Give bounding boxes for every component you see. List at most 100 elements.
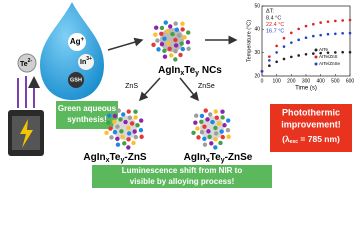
nanocrystal-dot <box>199 119 204 124</box>
legend-label: AITe <box>319 47 329 52</box>
x-tick-label: 300 <box>302 78 311 84</box>
nanocrystal-dot <box>225 127 231 133</box>
nanocrystal-dot <box>154 25 159 30</box>
nanocrystal-dot <box>203 108 208 113</box>
nanocrystal-dot <box>163 20 168 25</box>
data-point <box>334 19 337 23</box>
data-point <box>334 51 337 54</box>
data-point <box>268 59 271 62</box>
nanocrystal-dot <box>138 118 144 123</box>
nanocrystal-dot <box>120 134 125 139</box>
y-tick-label: 40 <box>254 27 260 33</box>
nanocrystal-dot <box>116 108 121 113</box>
x-tick-label: 400 <box>316 78 325 84</box>
data-point <box>275 44 278 48</box>
nanocrystal-dot <box>213 131 219 136</box>
nanocrystal-dot <box>122 141 127 146</box>
nanocrystal-dot <box>199 129 205 135</box>
nanocrystal-dot <box>106 120 111 125</box>
data-point <box>304 24 308 28</box>
nanocrystal-dot <box>132 129 137 134</box>
nanocrystal-dot <box>174 27 180 32</box>
nanocrystal-dot <box>195 126 200 131</box>
data-point <box>334 32 337 36</box>
luminescence-box <box>92 165 272 188</box>
nanocrystal-dot <box>205 117 210 122</box>
nanocrystal-dot <box>173 21 178 26</box>
nanocrystal-dot <box>206 129 211 134</box>
ion-ag <box>68 33 86 51</box>
nanocrystal-dot <box>219 129 224 134</box>
data-point <box>290 41 293 44</box>
nanocrystal-dot <box>126 145 131 150</box>
ion-in-label: In3+ <box>80 56 92 66</box>
data-point <box>268 64 271 68</box>
nanocrystal-dot <box>173 49 178 54</box>
data-point <box>282 36 286 40</box>
nanocrystal-dot <box>159 41 165 47</box>
nanocrystal-dot <box>153 32 158 37</box>
data-point <box>319 33 322 37</box>
legend-marker <box>314 62 318 66</box>
nanocrystal-dot <box>213 145 218 150</box>
nanocrystal-dot <box>162 36 167 41</box>
nanocrystal-dot <box>133 134 139 140</box>
nanocrystal-dot <box>213 109 218 114</box>
nanocrystal-dot <box>126 131 132 136</box>
nanocrystal-dot <box>112 119 117 124</box>
nanocrystal-dot <box>168 24 173 29</box>
data-point <box>348 31 352 35</box>
graphical-abstract: Ag+ In3+ GSH Te2- Green aqueous synthesi… <box>8 2 354 188</box>
znse-label: AgInxTey-ZnSe <box>184 152 253 164</box>
nanocrystal-dot <box>193 120 198 125</box>
nanocrystal-dot <box>220 109 225 114</box>
nanocrystal-dot <box>207 134 212 139</box>
nanocrystal-dot <box>226 134 231 139</box>
nanocrystal-dot <box>173 37 178 43</box>
nanocrystal-dot <box>186 46 191 51</box>
nanocrystal-dot <box>179 41 184 46</box>
data-point <box>268 55 271 58</box>
data-point <box>326 51 330 54</box>
y-tick-label: 20 <box>254 73 260 79</box>
photothermic-line: improvement! <box>281 119 341 129</box>
nanocrystal-dot <box>127 115 133 120</box>
nanocrystal-dot <box>126 125 131 131</box>
data-point <box>260 70 264 73</box>
nanocrystal-dot <box>115 136 120 142</box>
nanocrystal-dot <box>115 142 121 147</box>
droplet <box>40 2 104 100</box>
data-point <box>312 52 315 55</box>
nanocrystal-dot <box>159 31 164 36</box>
zns-label: AgInxTey-ZnS <box>83 152 147 164</box>
data-point <box>275 60 278 64</box>
x-tick-label: 500 <box>331 78 340 84</box>
legend-marker <box>314 55 318 59</box>
delta-label: 22.4 °C <box>266 22 284 28</box>
nanocrystal-dot <box>133 109 138 114</box>
nanocrystal-dot <box>165 29 170 34</box>
nanocrystal-dot <box>199 113 205 119</box>
x-axis-label: Time (s) <box>295 86 317 92</box>
nanocrystal-dot <box>213 125 218 131</box>
data-point <box>341 19 344 22</box>
nanocrystal-dot <box>155 38 160 43</box>
luminescence-line: visible by alloying process! <box>130 177 234 186</box>
data-point <box>312 34 315 38</box>
nanocrystal-dot <box>169 53 174 58</box>
nanocrystal-dot <box>216 121 222 126</box>
nanocrystal-dot <box>180 27 185 32</box>
nanocrystal-dot <box>151 42 156 48</box>
x-tick-label: 0 <box>261 78 264 84</box>
data-point <box>304 53 308 56</box>
nanocrystal-dot <box>139 134 144 139</box>
legend-title: ΔT: <box>266 8 274 14</box>
data-point <box>282 57 286 61</box>
delta-label: 16.7 °C <box>266 28 284 34</box>
legend-marker <box>314 48 318 52</box>
arrow <box>179 77 199 102</box>
nanocrystal-dot <box>131 140 136 146</box>
photothermic-wavelength: (λexc = 785 nm) <box>282 134 340 145</box>
y-tick-label: 30 <box>254 50 260 56</box>
y-tick-label: 50 <box>254 3 260 9</box>
